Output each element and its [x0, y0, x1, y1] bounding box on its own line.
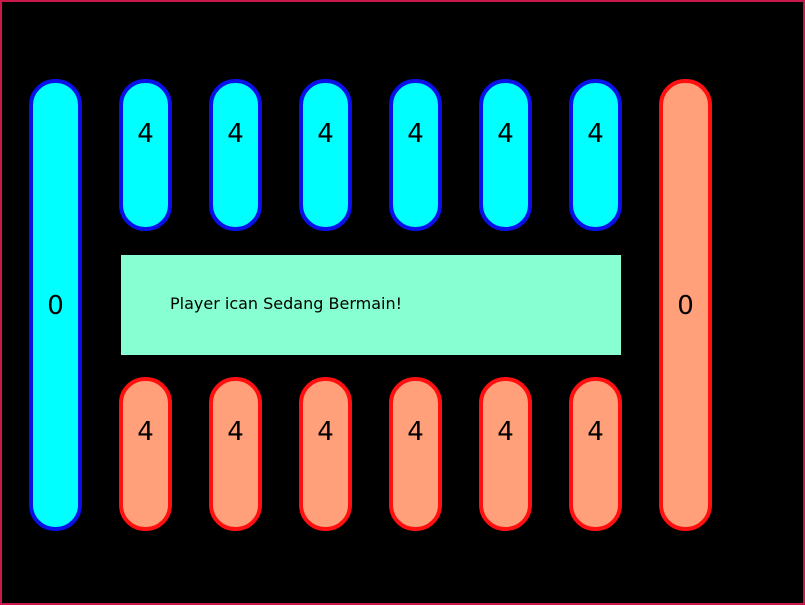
bottom-pit-3-count: 4 [317, 417, 334, 447]
top-pit-6-count: 4 [587, 119, 604, 149]
bottom-pit-3[interactable]: 4 [299, 377, 352, 531]
bottom-pit-5[interactable]: 4 [479, 377, 532, 531]
top-pit-2-count: 4 [227, 119, 244, 149]
status-message: Player ican Sedang Bermain! [170, 293, 402, 313]
bottom-pit-2-count: 4 [227, 417, 244, 447]
top-pit-4-count: 4 [407, 119, 424, 149]
top-pit-1-count: 4 [137, 119, 154, 149]
bottom-pit-4[interactable]: 4 [389, 377, 442, 531]
bottom-pit-1-count: 4 [137, 417, 154, 447]
status-panel: Player ican Sedang Bermain! [121, 255, 621, 355]
bottom-pit-4-count: 4 [407, 417, 424, 447]
bottom-pit-1[interactable]: 4 [119, 377, 172, 531]
top-pit-3[interactable]: 4 [299, 79, 352, 231]
top-pit-5[interactable]: 4 [479, 79, 532, 231]
right-store: 0 [659, 79, 712, 531]
top-pit-6[interactable]: 4 [569, 79, 622, 231]
bottom-pit-6[interactable]: 4 [569, 377, 622, 531]
bottom-pit-5-count: 4 [497, 417, 514, 447]
bottom-pit-6-count: 4 [587, 417, 604, 447]
top-pit-1[interactable]: 4 [119, 79, 172, 231]
top-pit-5-count: 4 [497, 119, 514, 149]
left-store: 0 [29, 79, 82, 531]
bottom-pit-2[interactable]: 4 [209, 377, 262, 531]
left-store-count: 0 [47, 291, 64, 321]
top-pit-2[interactable]: 4 [209, 79, 262, 231]
top-pit-3-count: 4 [317, 119, 334, 149]
right-store-count: 0 [677, 291, 694, 321]
top-pit-4[interactable]: 4 [389, 79, 442, 231]
